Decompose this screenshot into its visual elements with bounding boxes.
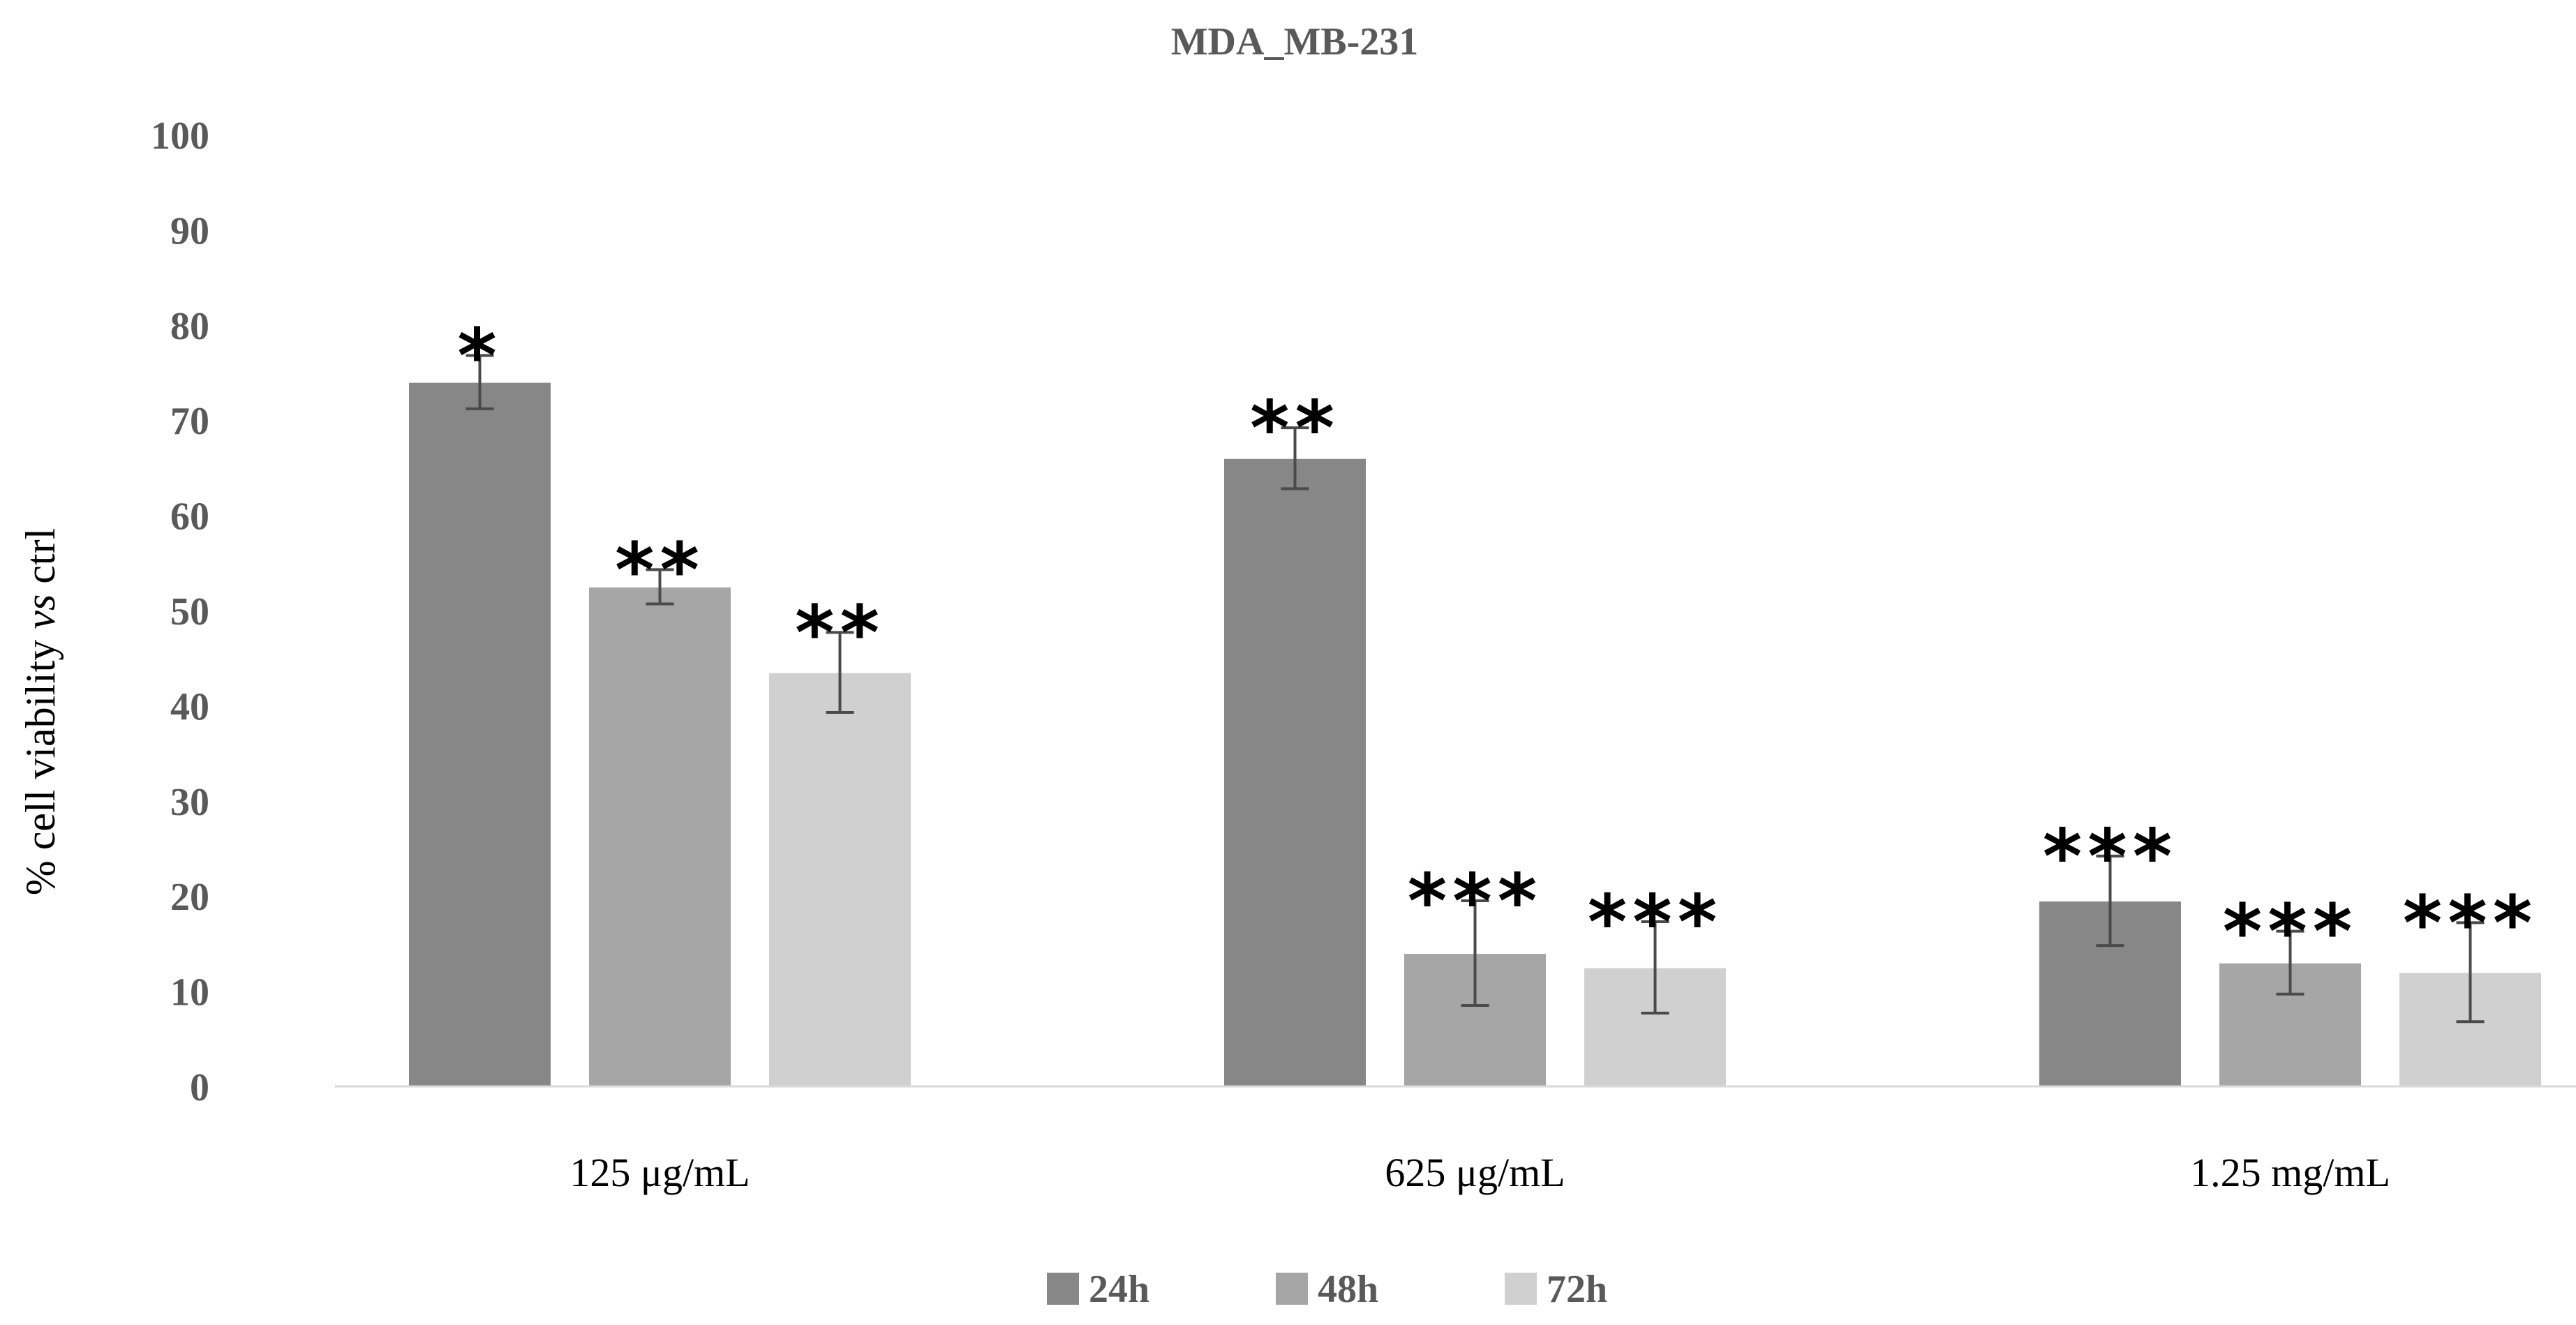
bar-72h-0 xyxy=(768,671,912,1087)
legend: 24h 48h 72h xyxy=(1047,1268,1607,1311)
y-tick-label: 40 xyxy=(170,685,209,728)
error-bars-layer xyxy=(466,354,2485,1024)
legend-label: 24h xyxy=(1089,1268,1149,1311)
significance-marker: *** xyxy=(1588,879,1722,966)
significance-marker: ** xyxy=(795,590,885,677)
significance-marker: ** xyxy=(615,527,705,614)
legend-swatch-48h xyxy=(1276,1273,1308,1305)
chart-title: MDA_MB-231 xyxy=(1171,20,1419,63)
y-tick-label: 50 xyxy=(170,590,209,634)
significance-layer: ********** ********* *** xyxy=(457,313,2538,976)
significance-marker: *** xyxy=(1408,858,1542,945)
y-tick-label: 30 xyxy=(170,781,209,824)
category-label: 625 μg/mL xyxy=(1385,1150,1565,1195)
legend-swatch-24h xyxy=(1047,1273,1079,1305)
category-labels: 125 μg/mL 625 μg/mL 1.25 mg/mL xyxy=(569,1150,2390,1195)
y-tick-label: 90 xyxy=(170,209,209,253)
y-tick-label: 20 xyxy=(170,876,209,919)
y-tick-label: 100 xyxy=(151,114,209,158)
y-axis-label: % cell viability vs ctrl xyxy=(17,528,64,896)
y-axis-label-italic: vs xyxy=(17,594,64,629)
significance-marker: *** xyxy=(2223,889,2358,976)
y-tick-label: 60 xyxy=(170,495,209,539)
y-tick-label: 0 xyxy=(190,1066,209,1109)
significance-marker: ** xyxy=(1250,385,1340,472)
significance-marker: * xyxy=(457,313,502,400)
y-axis-ticks: 0 10 20 30 40 50 60 70 80 90 100 xyxy=(151,114,209,1109)
y-axis-label-suffix: ctrl xyxy=(17,528,64,594)
y-tick-label: 80 xyxy=(170,305,209,348)
category-label: 1.25 mg/mL xyxy=(2190,1150,2390,1195)
bar-24h-0 xyxy=(408,381,552,1087)
significance-marker: *** xyxy=(2403,880,2538,967)
significance-marker: *** xyxy=(2043,814,2177,901)
legend-label: 72h xyxy=(1547,1268,1607,1311)
legend-label: 48h xyxy=(1318,1268,1378,1311)
bar-24h-1 xyxy=(1223,457,1367,1087)
bar-48h-0 xyxy=(588,585,732,1087)
category-label: 125 μg/mL xyxy=(569,1150,750,1195)
legend-swatch-72h xyxy=(1505,1273,1537,1305)
y-tick-label: 10 xyxy=(170,971,209,1015)
y-tick-label: 70 xyxy=(170,400,209,443)
y-axis-label-prefix: % cell viability xyxy=(17,629,64,896)
